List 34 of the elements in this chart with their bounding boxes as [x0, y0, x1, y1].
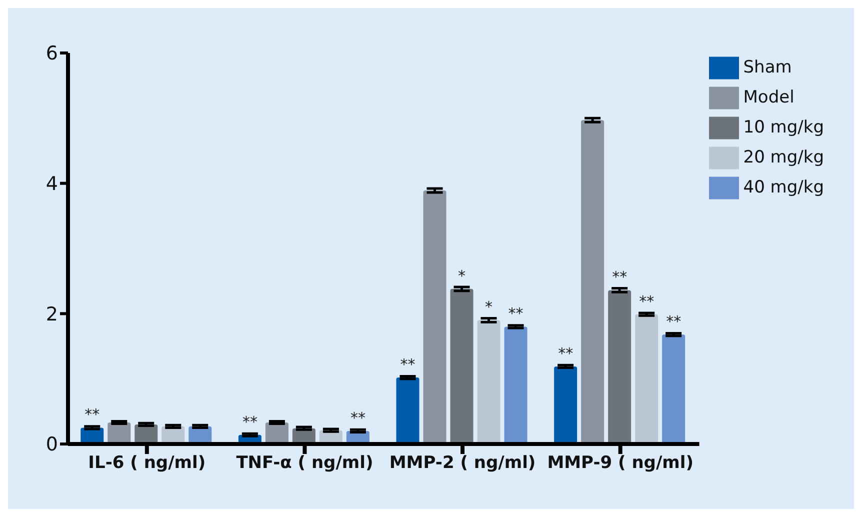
bar — [554, 366, 578, 444]
data-label: ** — [666, 312, 682, 331]
y-tick-label: 6 — [46, 42, 58, 65]
data-label: * — [458, 266, 466, 285]
data-label: ** — [242, 412, 258, 431]
bar — [608, 290, 632, 444]
bar — [504, 326, 528, 444]
data-label: ** — [350, 408, 366, 427]
x-tick-label: MMP-2 ( ng/ml) — [389, 453, 536, 474]
legend-label: 40 mg/kg — [743, 178, 824, 198]
bar — [396, 378, 420, 444]
data-label: ** — [558, 344, 574, 362]
x-tick-label: MMP-9 ( ng/ml) — [547, 453, 694, 474]
data-label: ** — [508, 304, 524, 323]
data-label: ** — [639, 292, 655, 310]
y-tick-label: 0 — [46, 434, 58, 456]
y-tick-label: 2 — [46, 303, 58, 326]
legend-label: Sham — [743, 58, 792, 78]
data-label: * — [485, 298, 493, 316]
bar — [635, 314, 658, 444]
data-label: ** — [400, 356, 416, 374]
bar — [662, 334, 686, 444]
x-tick-label: TNF-α ( ng/ml) — [236, 453, 374, 474]
data-label: ** — [612, 268, 628, 286]
bar — [477, 320, 500, 444]
x-tick-label: IL-6 ( ng/ml) — [88, 453, 206, 474]
y-tick-label: 4 — [46, 173, 58, 196]
bar — [423, 190, 446, 444]
bar — [581, 120, 604, 444]
legend-label: 20 mg/kg — [743, 148, 824, 168]
legend-label: Model — [743, 88, 794, 108]
legend-label: 10 mg/kg — [743, 118, 824, 138]
bar — [450, 288, 474, 444]
data-label: ** — [84, 406, 100, 424]
